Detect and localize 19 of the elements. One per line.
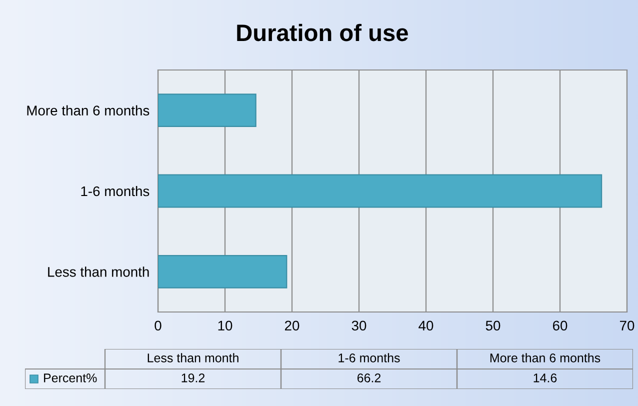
x-tick-label: 20	[284, 320, 300, 331]
x-tick-label: 50	[486, 320, 500, 331]
category-label: 1-6 months	[338, 353, 400, 362]
y-tick-label: More than 6 months	[27, 105, 150, 116]
y-tick-label: 1-6 months	[81, 186, 150, 196]
x-tick-label: 30	[352, 320, 366, 331]
x-tick-label: 0	[154, 320, 162, 331]
legend-label: Percent%	[44, 374, 97, 382]
x-tick-label: 10	[218, 320, 232, 331]
x-tick-label: 60	[552, 320, 568, 331]
text: 66.2	[357, 374, 381, 382]
x-tick-label: 40	[418, 320, 434, 331]
category-label: More than 6 months	[490, 353, 600, 362]
x-tick-label: 70	[620, 320, 634, 331]
y-tick-label: Less than month	[48, 266, 149, 277]
chart-title: Duration of use	[237, 24, 408, 42]
text: 19.2	[182, 374, 205, 382]
category-label: Less than month	[148, 353, 238, 362]
text: 14.6	[534, 374, 557, 382]
